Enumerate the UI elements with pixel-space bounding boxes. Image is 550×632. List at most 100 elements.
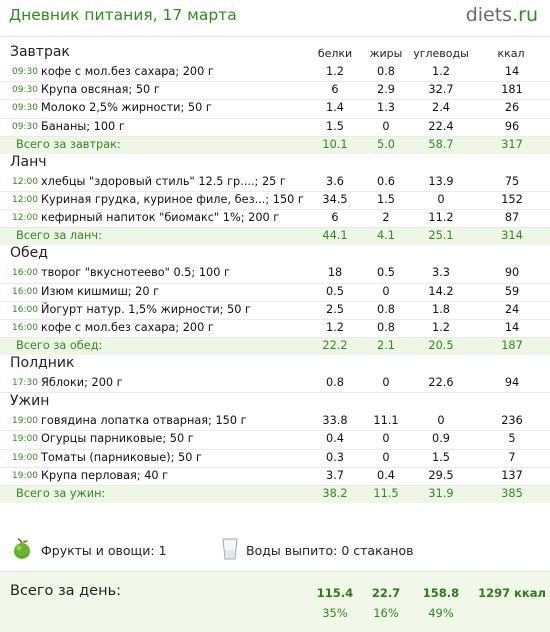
entry-time: 19:00 (12, 452, 38, 463)
water-count-label: Воды выпито: 0 стаканов (246, 543, 414, 558)
entry-food-link[interactable]: Яблоки; 200 г (41, 376, 123, 390)
entry-carbs: 13.9 (428, 174, 454, 188)
entry-protein: 18 (327, 266, 343, 280)
entry-time: 09:30 (12, 121, 38, 132)
entry-food-link[interactable]: говядина лопатка отварная; 150 г (41, 414, 247, 428)
food-entry-row[interactable]: 09:30 Крупа овсяная; 50 г 6 2.9 32.7 181 (0, 82, 550, 101)
entry-time: 12:00 (12, 194, 38, 205)
total-carbs: 25.1 (428, 229, 454, 243)
meal-section: Завтрак белки жиры углеводы ккал 09:30 кофе с … (0, 44, 550, 154)
entry-kcal: 236 (501, 414, 523, 428)
food-entry-row[interactable]: 12:00 хлебцы "здоровый стиль" 12.5 гр....… (0, 174, 550, 192)
entry-carbs: 29.5 (428, 468, 454, 482)
entry-kcal: 24 (504, 302, 520, 316)
meal-title: Ланч (10, 153, 47, 170)
total-protein: 38.2 (322, 487, 348, 500)
total-fat: 11.5 (373, 487, 399, 500)
entry-time: 16:00 (12, 322, 38, 333)
food-entry-row[interactable]: 12:00 кефирный напиток "биомакс" 1%; 200 … (0, 210, 550, 229)
entry-food-link[interactable]: кефирный напиток "биомакс" 1%; 200 г (41, 211, 280, 225)
entry-food-link[interactable]: кофе с мол.без сахара; 200 г (41, 65, 214, 78)
meal-total-row: Всего за обед: 22.2 2.1 20.5 187 (0, 338, 550, 356)
food-entry-row[interactable]: 19:00 Огурцы парниковые; 50 г 0.4 0 0.9 5 (0, 431, 550, 450)
entry-food-link[interactable]: Бананы; 100 г (41, 119, 125, 133)
day-fat-percent: 16% (373, 606, 399, 620)
entry-fat: 0.8 (377, 302, 395, 316)
food-entry-row[interactable]: 09:30 Бананы; 100 г 1.5 0 22.4 96 (0, 119, 550, 137)
entry-carbs: 22.4 (428, 119, 454, 133)
day-kcal-value: 1297 ккал (478, 586, 546, 600)
total-protein: 10.1 (322, 137, 348, 151)
total-kcal: 314 (501, 229, 523, 243)
entry-carbs: 22.6 (428, 376, 454, 390)
entry-carbs: 1.2 (432, 65, 450, 78)
food-entry-row[interactable]: 09:30 Молоко 2,5% жирности; 50 г 1.4 1.3 2.4… (0, 100, 550, 119)
entry-protein: 34.5 (322, 192, 348, 206)
entry-kcal: 152 (501, 192, 523, 206)
meal-title: Полдник (10, 355, 75, 372)
meal-header: Обед (0, 245, 550, 265)
entry-food-link[interactable]: Молоко 2,5% жирности; 50 г (41, 101, 212, 115)
meal-header: Ужин (0, 393, 550, 413)
total-fat: 4.1 (377, 229, 395, 243)
food-entry-row[interactable]: 16:00 Йогурт натур. 1,5% жирности; 50 г 2.… (0, 302, 550, 320)
column-header-kcal: ккал (497, 47, 525, 60)
entry-protein: 6 (331, 211, 339, 225)
page-title: Дневник питания, 17 марта (9, 6, 237, 24)
food-entry-row[interactable]: 19:00 Томаты (парниковые); 50 г 0.3 0 1.5 7 (0, 450, 550, 468)
entry-time: 19:00 (12, 434, 38, 445)
column-header-carbs: углеводы (413, 47, 469, 60)
entry-food-link[interactable]: Крупа перловая; 40 г (41, 468, 169, 482)
total-kcal: 187 (501, 339, 523, 353)
food-entry-row[interactable]: 16:00 кофе с мол.без сахара; 200 г 1.2 0.8 1… (0, 320, 550, 339)
entry-carbs: 0 (437, 414, 445, 428)
entry-fat: 1.3 (377, 101, 395, 115)
entry-kcal: 75 (504, 174, 520, 188)
entry-food-link[interactable]: Изюм кишмиш; 20 г (41, 284, 160, 298)
logo-tld: .ru (512, 4, 538, 26)
food-entry-row[interactable]: 09:30 кофе с мол.без сахара; 200 г 1.2 0.8 1… (0, 64, 550, 83)
food-entry-row[interactable]: 19:00 Крупа перловая; 40 г 3.7 0.4 29.5 137 (0, 468, 550, 486)
entry-kcal: 26 (504, 101, 520, 115)
meal-total-row: Всего за завтрак: 10.1 5.0 58.7 317 (0, 136, 550, 154)
meal-title: Обед (10, 245, 48, 262)
total-kcal: 317 (501, 137, 523, 151)
entry-time: 17:30 (12, 378, 38, 389)
entry-food-link[interactable]: кофе с мол.без сахара; 200 г (41, 320, 214, 334)
entry-fat: 0 (382, 284, 390, 298)
entry-carbs: 1.8 (432, 302, 450, 316)
food-entry-row[interactable]: 17:30 Яблоки; 200 г 0.8 0 22.6 94 (0, 375, 550, 394)
day-protein-percent: 35% (322, 606, 348, 620)
day-carbs-value: 158.8 (422, 586, 460, 600)
entry-carbs: 0 (437, 192, 445, 206)
header-divider (0, 36, 550, 37)
green-apple-icon (14, 538, 30, 559)
entry-protein: 6 (331, 83, 339, 97)
entry-time: 16:00 (12, 304, 38, 315)
meal-title: Завтрак (10, 44, 70, 60)
entry-food-link[interactable]: Куриная грудка, куриное филе, без...; 15… (41, 192, 304, 206)
entry-fat: 0 (382, 432, 390, 446)
food-entry-row[interactable]: 12:00 Куриная грудка, куриное филе, без..… (0, 192, 550, 211)
food-entry-row[interactable]: 16:00 Изюм кишмиш; 20 г 0.5 0 14.2 59 (0, 284, 550, 302)
entry-protein: 0.8 (326, 376, 344, 390)
food-entry-row[interactable]: 19:00 говядина лопатка отварная; 150 г 33.… (0, 413, 550, 432)
total-carbs: 31.9 (428, 487, 454, 500)
entry-food-link[interactable]: Огурцы парниковые; 50 г (41, 432, 194, 446)
day-carbs-percent: 49% (428, 606, 454, 620)
meal-header: Ланч (0, 154, 550, 174)
entry-food-link[interactable]: Йогурт натур. 1,5% жирности; 50 г (41, 302, 251, 316)
entry-food-link[interactable]: Томаты (парниковые); 50 г (41, 450, 202, 464)
entry-protein: 1.4 (326, 101, 344, 115)
entry-food-link[interactable]: хлебцы "здоровый стиль" 12.5 гр....; 25 … (41, 174, 286, 188)
entry-food-link[interactable]: творог "вкуснотеево" 0.5; 100 г (41, 266, 230, 280)
entry-fat: 2.9 (377, 83, 395, 97)
entry-food-link[interactable]: Крупа овсяная; 50 г (41, 83, 160, 97)
food-entry-row[interactable]: 16:00 творог "вкуснотеево" 0.5; 100 г 18 0.… (0, 265, 550, 284)
meal-section: Ужин 19:00 говядина лопатка отварная; 150 … (0, 393, 550, 503)
site-logo[interactable]: diets.ru (466, 4, 538, 26)
entry-kcal: 14 (504, 320, 520, 334)
entry-kcal: 90 (504, 266, 520, 280)
entry-time: 19:00 (12, 470, 38, 481)
entry-carbs: 1.5 (432, 450, 450, 464)
